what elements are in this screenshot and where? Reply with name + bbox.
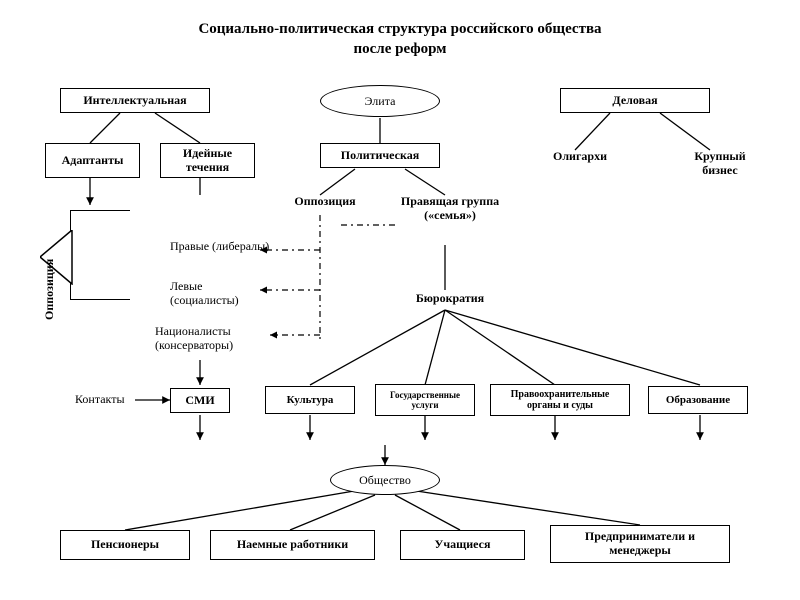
node-education: Образование: [648, 386, 748, 414]
node-ideological: Идейные течения: [160, 143, 255, 178]
lbl-pensioners: Пенсионеры: [91, 538, 159, 552]
node-workers: Наемные работники: [210, 530, 375, 560]
lbl-workers: Наемные работники: [237, 538, 348, 552]
node-political: Политическая: [320, 143, 440, 168]
lbl-smi: СМИ: [185, 394, 214, 408]
node-smi: СМИ: [170, 388, 230, 413]
open-arrow-shape: [70, 210, 130, 300]
node-govserv: Государственные услуги: [375, 384, 475, 416]
node-culture: Культура: [265, 386, 355, 414]
lbl-intellectual: Интеллектуальная: [83, 94, 186, 108]
lbl-entrepreneurs: Предприниматели и менеджеры: [555, 530, 725, 558]
node-ruling: Правящая группа («семья»): [400, 195, 500, 223]
lbl-law: Правоохранительные органы и суды: [495, 389, 625, 412]
lbl-elite: Элита: [365, 94, 396, 109]
lbl-ideological: Идейные течения: [165, 147, 250, 175]
node-intellectual: Интеллектуальная: [60, 88, 210, 113]
lbl-govserv: Государственные услуги: [380, 390, 470, 411]
node-oligarchs: Олигархи: [540, 150, 620, 164]
lbl-society: Общество: [359, 473, 411, 488]
title-line-2: после реформ: [353, 41, 446, 57]
node-elite: Элита: [320, 85, 440, 117]
node-nationalists: Националисты (консерваторы): [155, 325, 275, 353]
node-pensioners: Пенсионеры: [60, 530, 190, 560]
node-left: Левые (социалисты): [170, 280, 270, 308]
lbl-students: Учащиеся: [435, 538, 491, 552]
node-society: Общество: [330, 465, 440, 495]
lbl-adaptants: Адаптанты: [62, 154, 124, 168]
node-right: Правые (либералы): [170, 240, 270, 254]
lbl-business: Деловая: [612, 94, 657, 108]
node-law: Правоохранительные органы и суды: [490, 384, 630, 416]
title-line-1: Социально-политическая структура российс…: [198, 21, 601, 37]
lbl-culture: Культура: [287, 394, 334, 407]
node-students: Учащиеся: [400, 530, 525, 560]
node-business: Деловая: [560, 88, 710, 113]
node-bureaucracy: Бюрократия: [400, 292, 500, 306]
node-bigbiz: Крупный бизнес: [680, 150, 760, 178]
lbl-political: Политическая: [341, 149, 419, 163]
node-contacts: Контакты: [75, 393, 140, 407]
node-opposition: Оппозиция: [285, 195, 365, 209]
side-opposition: Оппозиция: [42, 259, 57, 320]
node-adaptants: Адаптанты: [45, 143, 140, 178]
node-entrepreneurs: Предприниматели и менеджеры: [550, 525, 730, 563]
lbl-education: Образование: [666, 394, 730, 407]
page-title: Социально-политическая структура российс…: [0, 20, 800, 59]
